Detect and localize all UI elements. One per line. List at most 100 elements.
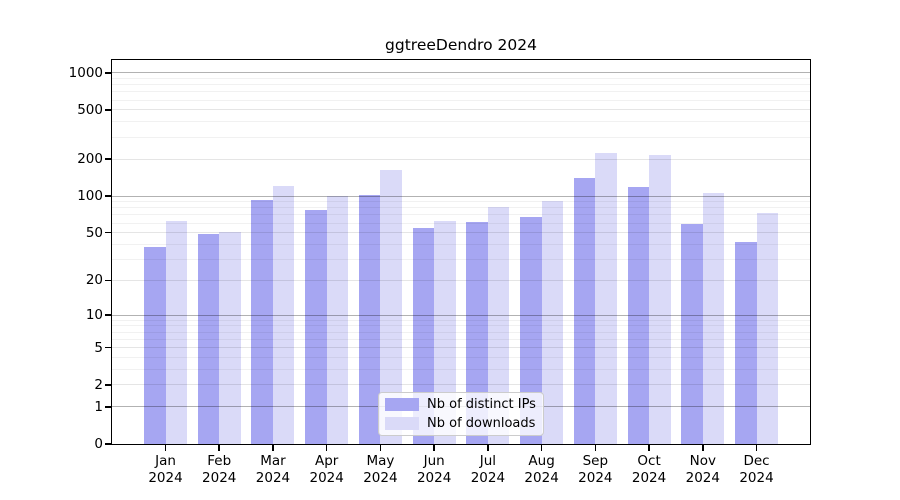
y-tick-mark <box>105 279 111 282</box>
x-tick-mark <box>648 445 650 451</box>
bar-ips-sep <box>573 178 596 444</box>
plot-frame <box>111 59 811 445</box>
gridline-y-500 <box>112 109 810 111</box>
bar-ips-oct <box>627 186 650 444</box>
gridline-y-70 <box>112 214 810 216</box>
bar-ips-jul <box>466 222 488 444</box>
legend-item-distinct-ips: Nb of distinct IPs <box>385 397 537 412</box>
x-tick-mark <box>540 445 543 451</box>
y-tick-mark <box>105 72 111 74</box>
bar-downloads-oct <box>649 155 671 444</box>
y-tick-mark <box>105 346 111 349</box>
gridline-y-700 <box>112 91 810 93</box>
gridline-y-800 <box>112 84 810 86</box>
bar-ips-feb <box>197 233 220 444</box>
gridline-y-2 <box>112 384 810 386</box>
x-tick-mark <box>272 445 274 451</box>
bar-downloads-jun <box>434 220 456 444</box>
gridline-y-60 <box>112 222 810 224</box>
y-tick-label-1: 1 <box>94 398 103 415</box>
y-tick-label-0: 0 <box>94 436 103 452</box>
bar-ips-apr <box>305 209 327 444</box>
gridline-y-30 <box>112 258 810 260</box>
x-tick-label-jun: Jun 2024 <box>416 453 452 486</box>
gridline-y-6 <box>112 338 810 340</box>
gridline-y-8 <box>112 325 810 327</box>
legend-item-downloads: Nb of downloads <box>385 416 537 431</box>
gridline-y-90 <box>112 201 810 203</box>
bar-downloads-aug <box>541 201 564 444</box>
y-tick-label-20: 20 <box>85 272 103 289</box>
gridline-y-4 <box>112 357 810 359</box>
x-tick-mark <box>755 445 758 451</box>
legend-label-downloads: Nb of downloads <box>427 416 536 431</box>
chart-title: ggtreeDendro 2024 <box>385 36 537 54</box>
y-tick-mark <box>105 158 111 160</box>
bar-ips-dec <box>735 241 757 444</box>
bar-ips-nov <box>681 224 703 444</box>
gridline-y-200 <box>112 158 810 160</box>
bar-downloads-dec <box>756 213 779 444</box>
gridline-y-80 <box>112 207 810 209</box>
x-tick-mark <box>702 445 704 451</box>
x-tick-mark <box>218 445 220 451</box>
bar-ips-aug <box>520 217 542 444</box>
x-tick-label-nov: Nov 2024 <box>685 453 720 486</box>
x-tick-mark <box>487 445 489 451</box>
gridline-y-10 <box>112 314 810 316</box>
gridline-y-300 <box>112 136 810 138</box>
x-tick-label-mar: Mar 2024 <box>255 453 291 486</box>
legend: Nb of distinct IPs Nb of downloads <box>378 392 544 436</box>
y-tick-mark <box>105 314 111 316</box>
y-tick-mark <box>105 195 111 197</box>
y-tick-mark <box>105 406 111 408</box>
bar-downloads-nov <box>702 193 725 444</box>
bar-downloads-apr <box>326 196 349 444</box>
x-tick-mark <box>164 445 167 451</box>
y-tick-label-500: 500 <box>77 101 103 118</box>
y-tick-label-2: 2 <box>94 376 103 393</box>
gridline-y-3 <box>112 369 810 371</box>
x-tick-label-dec: Dec 2024 <box>739 453 774 486</box>
x-tick-label-aug: Aug 2024 <box>524 453 559 486</box>
gridline-y-1000 <box>112 72 810 74</box>
y-tick-mark <box>105 109 111 111</box>
y-tick-label-100: 100 <box>77 188 103 205</box>
bar-downloads-sep <box>595 152 617 444</box>
y-tick-mark <box>105 443 111 445</box>
gridline-y-7 <box>112 331 810 333</box>
y-tick-label-10: 10 <box>85 307 103 324</box>
gridline-y-400 <box>112 121 810 123</box>
y-tick-label-200: 200 <box>77 151 103 168</box>
bar-ips-jan <box>144 247 166 444</box>
x-tick-label-jan: Jan 2024 <box>148 453 183 486</box>
y-tick-mark <box>105 384 111 386</box>
legend-swatch-downloads <box>385 417 419 430</box>
x-tick-mark <box>433 445 435 451</box>
gridline-y-20 <box>112 279 810 281</box>
legend-swatch-distinct-ips <box>385 398 419 411</box>
x-tick-label-apr: Apr 2024 <box>309 453 344 486</box>
gridline-y-600 <box>112 99 810 101</box>
x-tick-label-feb: Feb 2024 <box>202 453 237 486</box>
bar-downloads-jul <box>487 207 510 444</box>
x-tick-mark <box>594 445 597 451</box>
x-tick-label-oct: Oct 2024 <box>631 453 667 486</box>
gridline-y-100 <box>112 195 810 197</box>
bar-ips-jun <box>412 227 435 444</box>
y-tick-label-50: 50 <box>85 224 103 241</box>
bar-downloads-feb <box>219 231 241 444</box>
legend-label-distinct-ips: Nb of distinct IPs <box>427 397 536 412</box>
bar-downloads-jan <box>165 221 187 444</box>
bar-ips-may <box>358 194 381 444</box>
gridline-y-40 <box>112 243 810 245</box>
x-tick-label-sep: Sep 2024 <box>578 453 613 486</box>
bar-downloads-mar <box>272 186 295 444</box>
bar-ips-mar <box>251 199 273 444</box>
x-tick-label-jul: Jul 2024 <box>470 453 506 486</box>
